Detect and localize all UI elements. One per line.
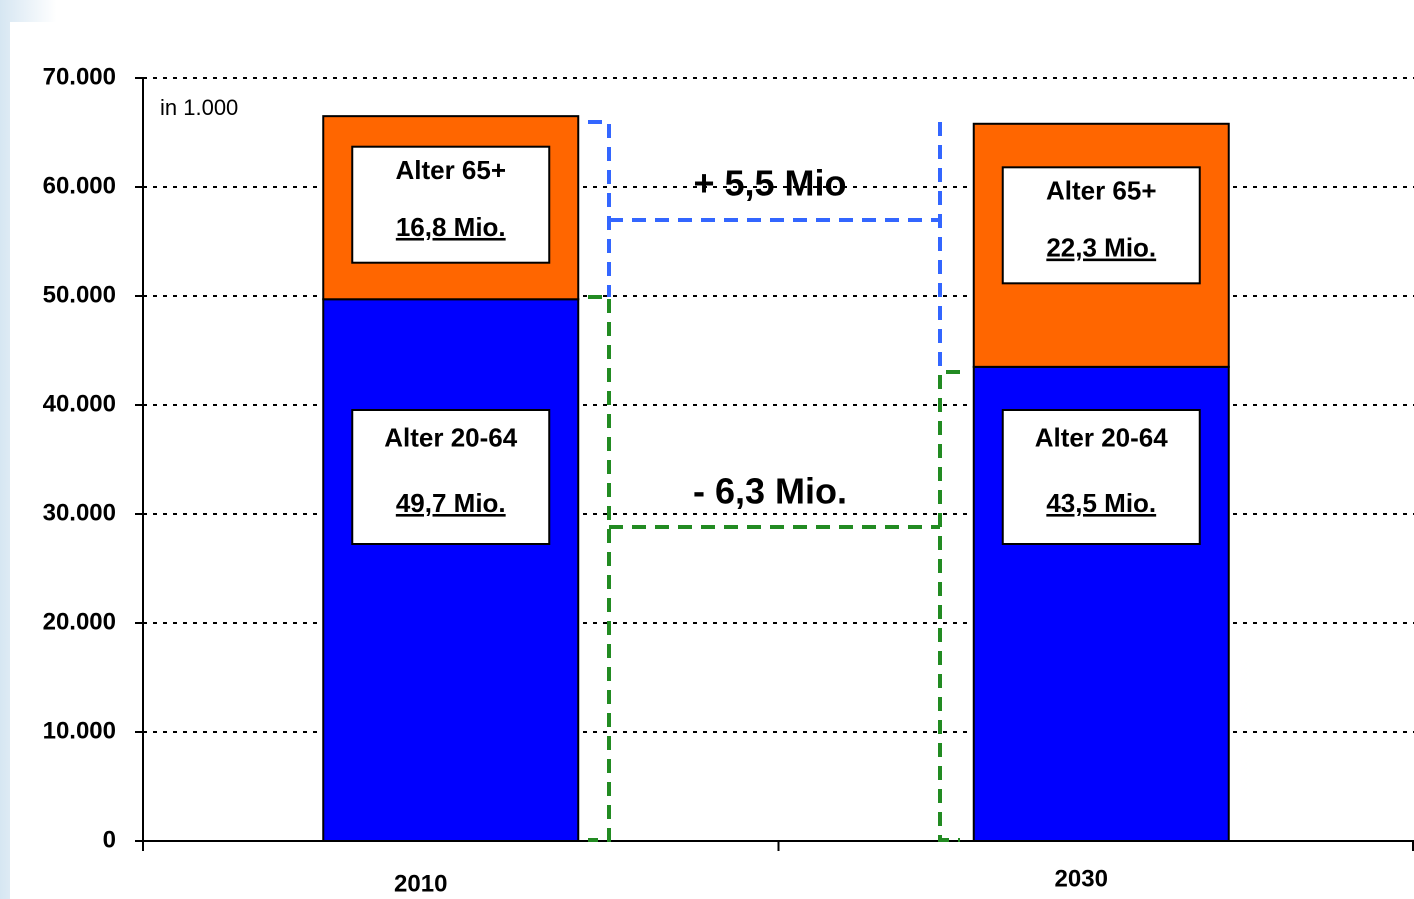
series-label: Alter 20-64 (384, 422, 517, 452)
y-tick-label: 60.000 (43, 172, 116, 199)
x-tick-label: 2010 (394, 870, 447, 897)
annotation: - 6,3 Mio. (693, 471, 847, 512)
label-box (1001, 166, 1201, 285)
unit-note: in 1.000 (160, 95, 238, 120)
labels: Alter 20-64 49,7 Mio. Alter 65+ 16,8 Mio. Al… (351, 145, 1201, 545)
bar-segment (322, 298, 580, 842)
value-label: 16,8 Mio. (396, 212, 506, 242)
series-label: Alter 65+ (1046, 176, 1157, 206)
label-box (1001, 409, 1201, 545)
y-tick-label: 10.000 (43, 717, 116, 744)
annotation: + 5,5 Mio (693, 163, 846, 204)
x-tick-label: 2030 (1055, 865, 1108, 892)
value-label: 22,3 Mio. (1046, 233, 1156, 263)
value-label: 49,7 Mio. (396, 488, 506, 518)
bracket-20-64 (588, 295, 960, 842)
y-tick-label: 50.000 (43, 281, 116, 308)
label-box (351, 145, 551, 264)
series-label: Alter 20-64 (1035, 422, 1168, 452)
value-label: 43,5 Mio. (1046, 488, 1156, 518)
y-tick-label: 40.000 (43, 390, 116, 417)
label-box (351, 409, 551, 545)
y-tick-label: 20.000 (43, 608, 116, 635)
difference-brackets (588, 120, 960, 842)
y-tick-label: 30.000 (43, 499, 116, 526)
y-tick-label: 0 (103, 826, 116, 853)
series-label: Alter 65+ (395, 155, 506, 185)
y-tick-label: 70.000 (43, 63, 116, 90)
